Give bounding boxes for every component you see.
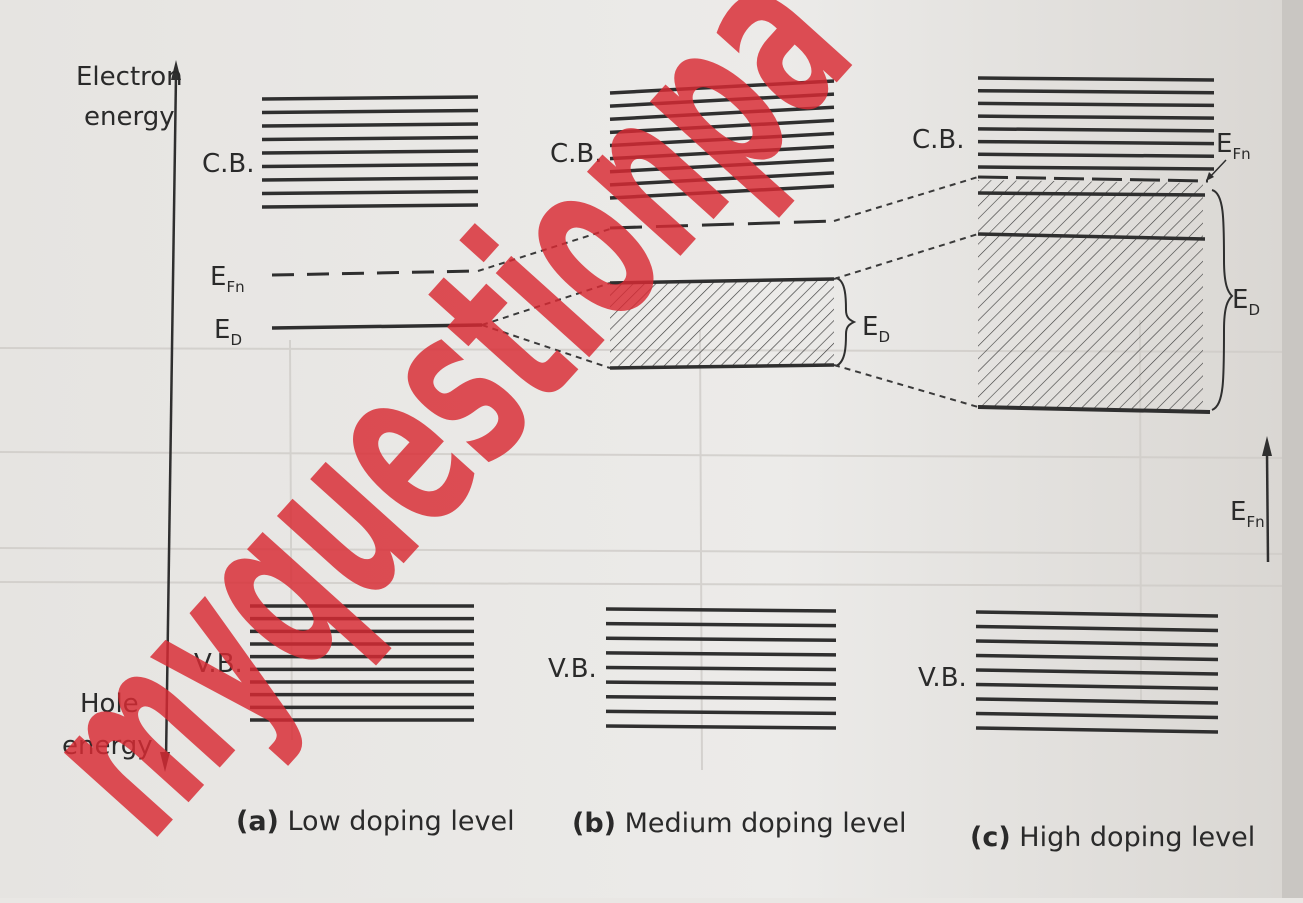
caption-a: (a) Low doping level	[236, 806, 515, 837]
impurity-band-c	[978, 180, 1203, 412]
conduction-band-b-line	[609, 171, 835, 187]
conduction-band-b	[609, 79, 835, 200]
conduction-band-b-line	[609, 158, 835, 174]
ed-label-c: ED	[1232, 285, 1260, 319]
conduction-band-a-line	[261, 122, 479, 128]
valence-band-c-line	[975, 711, 1219, 720]
cb-label-c: C.B.	[912, 125, 965, 155]
efn-label-c: EFn	[1216, 129, 1251, 163]
energy-axis	[160, 60, 181, 772]
valence-band-c-line	[975, 639, 1219, 647]
valence-band-b-line	[605, 724, 837, 730]
fermi-level-c	[977, 175, 1209, 183]
conduction-band-c-line	[977, 139, 1215, 146]
axis-top-label-1: Electron	[76, 62, 183, 92]
conduction-band-a-line	[261, 135, 479, 142]
valence-band-b-line	[605, 695, 837, 701]
valence-band-c-line	[975, 697, 1219, 705]
conduction-band-a-line	[261, 189, 479, 196]
impurity-band-c-mid	[977, 232, 1206, 241]
conduction-band-c	[977, 76, 1215, 171]
vb-label-b: V.B.	[548, 654, 597, 684]
conduction-band-b-line	[609, 184, 835, 200]
vb-label-c: V.B.	[918, 663, 967, 693]
ed-brace-c	[1211, 189, 1234, 411]
conduction-band-a-line	[261, 149, 479, 155]
valence-band-c-line	[975, 726, 1219, 734]
caption-b: (b) Medium doping level	[572, 808, 906, 839]
conduction-band-c-line	[977, 114, 1215, 120]
conduction-band-c-line	[977, 76, 1215, 82]
impurity-band-b-top	[609, 277, 835, 285]
efn-label-a: EFn	[210, 262, 245, 296]
efn-pointer-head-c	[1206, 172, 1214, 181]
valence-band-c-line	[975, 610, 1219, 618]
conduction-band-b-line	[609, 144, 835, 161]
ed-label-a: ED	[214, 315, 242, 349]
conduction-band-c-line	[977, 165, 1215, 171]
efn-rise-arrow	[1262, 436, 1272, 563]
conduction-band-c-line	[977, 88, 1215, 95]
efn-rise-label: EFn	[1230, 497, 1265, 531]
conduction-band-a-line	[261, 162, 479, 169]
axis-bottom-label-2: energy	[62, 731, 153, 761]
valence-band-a	[250, 604, 474, 722]
valence-band-c-line	[975, 668, 1219, 676]
impurity-band-c-top	[977, 191, 1206, 197]
conduction-band-a	[261, 95, 479, 209]
valence-band-c-line	[975, 682, 1219, 691]
valence-band-c	[975, 610, 1219, 734]
valence-band-b	[605, 607, 837, 730]
ed-brace-b	[835, 277, 857, 367]
conduction-band-b-line	[609, 79, 835, 95]
conduction-band-c-line	[977, 127, 1215, 133]
valence-band-b-line	[605, 607, 837, 613]
conduction-band-a-line	[261, 108, 479, 115]
valence-band-b-line	[605, 621, 837, 628]
caption-c: (c) High doping level	[970, 822, 1255, 853]
conduction-band-b-line	[609, 118, 835, 135]
valence-band-b-line	[605, 636, 837, 642]
conduction-band-b-line	[609, 92, 835, 108]
valence-band-b-line	[605, 709, 837, 716]
connectors-a-b	[477, 228, 611, 369]
conduction-band-c-line	[977, 152, 1215, 159]
valence-band-c-line	[975, 653, 1219, 662]
axis-bottom-label-1: Hole	[80, 689, 139, 719]
conduction-band-b-line	[609, 131, 835, 148]
cb-label-a: C.B.	[202, 149, 255, 179]
fermi-level-b	[609, 219, 835, 230]
axis-top-label-2: energy	[84, 102, 175, 132]
connectors-b-c	[833, 176, 979, 408]
conduction-band-a-line	[261, 176, 479, 182]
valence-band-b-line	[605, 680, 837, 686]
page-edge	[1282, 0, 1303, 898]
valence-band-b-line	[605, 665, 837, 672]
donor-level-a	[271, 323, 483, 330]
impurity-band-c-bottom	[977, 405, 1211, 414]
valence-band-c-line	[975, 624, 1219, 633]
ed-label-b: ED	[862, 312, 890, 346]
conduction-band-b-line	[609, 105, 835, 121]
cb-label-b: C.B.	[550, 139, 603, 169]
conduction-band-a-line	[261, 203, 479, 209]
valence-band-b-line	[605, 651, 837, 657]
impurity-band-b-bottom	[609, 363, 835, 370]
conduction-band-c-line	[977, 101, 1215, 108]
conduction-band-a-line	[261, 95, 479, 101]
vb-label-a: V.B.	[194, 649, 243, 679]
impurity-band-b	[610, 279, 834, 368]
